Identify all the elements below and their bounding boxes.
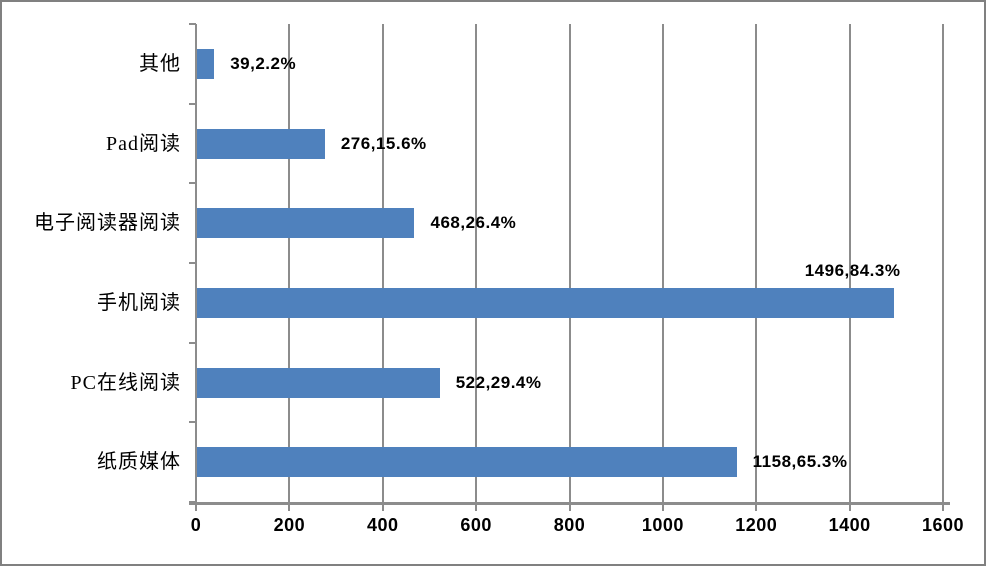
bar [196,447,737,478]
gridline [475,24,478,502]
bar-data-label: 1158,65.3% [752,452,848,472]
bar-data-label: 468,26.4% [430,213,517,233]
bar [196,128,325,159]
category-label: 电子阅读器阅读 [34,212,181,235]
y-axis-line [195,24,197,502]
x-tick-label: 1000 [641,515,684,535]
x-axis-tick [755,502,758,511]
bar [196,48,215,79]
bar-data-label: 39,2.2% [230,53,297,73]
x-axis-tick [195,502,197,511]
category-label: 纸质媒体 [97,451,181,474]
category-label: PC在线阅读 [70,371,181,394]
x-axis-tick [942,502,944,511]
x-axis-tick [288,502,291,511]
x-axis-tick [848,502,851,511]
x-tick-label: 200 [273,515,306,535]
gridline [942,24,944,502]
gridline [381,24,384,502]
x-tick-label: 1400 [828,515,871,535]
gridline [288,24,291,502]
x-axis-tick [568,502,571,511]
x-tick-label: 1600 [921,515,965,535]
y-axis-tick [189,262,196,264]
category-label: 手机阅读 [97,291,181,314]
x-axis-tick [381,502,384,511]
x-axis-tick [475,502,478,511]
gridline [848,24,851,502]
x-tick-label: 800 [553,515,586,535]
category-label: 其他 [139,52,181,75]
bar [196,208,415,239]
bar [196,287,895,318]
bar-data-label: 276,15.6% [340,133,427,153]
bar-data-label: 522,29.4% [455,372,542,392]
y-axis-tick [189,421,196,424]
gridline [568,24,571,502]
x-axis-tick [661,502,664,511]
gridline [755,24,758,502]
category-label: Pad阅读 [106,132,181,155]
x-axis-line [189,502,950,505]
x-tick-label: 0 [190,515,202,535]
y-axis-tick [189,23,196,25]
y-axis-tick [189,102,196,105]
x-tick-label: 400 [366,515,399,535]
x-tick-label: 1200 [735,515,778,535]
gridline [661,24,664,502]
y-axis-tick [189,182,196,185]
bar-data-label: 1496,84.3% [804,260,901,280]
y-axis-tick [189,341,196,344]
bar [196,367,440,398]
x-tick-label: 600 [460,515,492,535]
